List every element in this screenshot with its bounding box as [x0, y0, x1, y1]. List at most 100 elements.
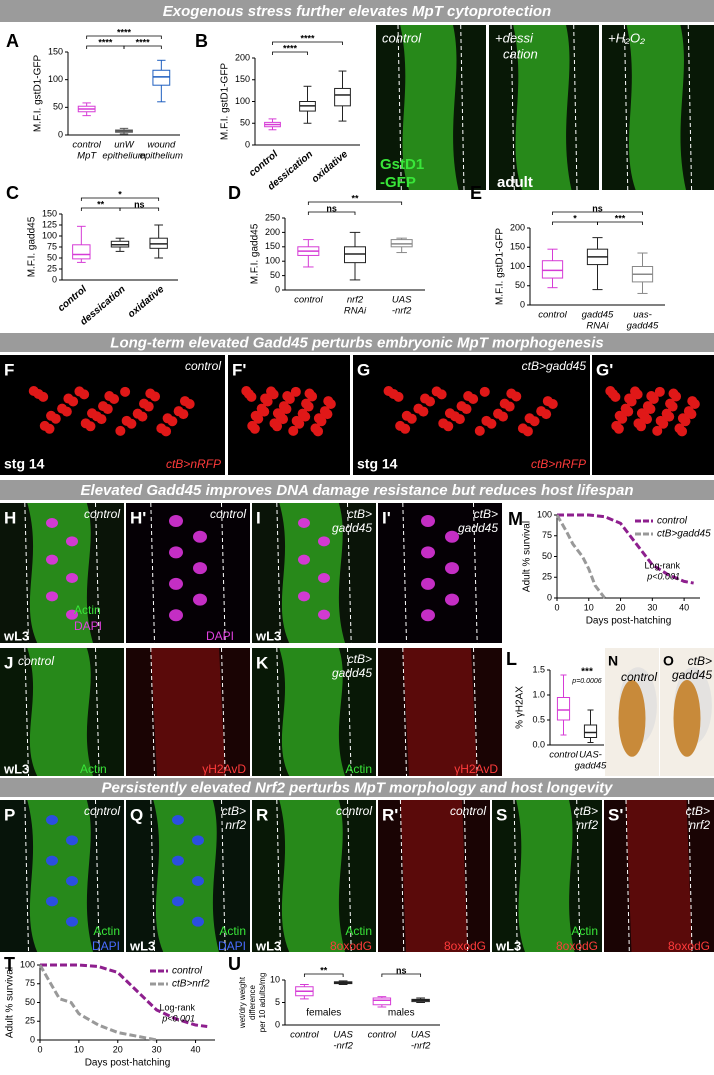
x-tick-label: 30 — [152, 1044, 162, 1054]
image-label: -GFP — [380, 174, 416, 191]
image-label: nrf2 — [577, 818, 598, 832]
nucleus — [421, 515, 435, 527]
nucleus — [626, 396, 637, 407]
image-label: control — [621, 670, 657, 684]
panel-letter: D — [228, 183, 241, 203]
x-tick-label: control — [247, 149, 280, 179]
outline — [513, 799, 581, 953]
significance-label: **** — [136, 37, 151, 47]
nucleus — [393, 391, 404, 402]
x-tick-label: control — [56, 284, 89, 314]
box — [72, 244, 91, 260]
panel-letter: C — [6, 183, 19, 203]
nucleus — [642, 414, 653, 425]
chart: U 0 5 10 wet/dry weight difference per 10 adul… — [228, 954, 440, 1052]
significance-label: ** — [351, 193, 359, 203]
x-tick-label: gadd45 — [627, 321, 659, 332]
y-tick-label: 50 — [515, 280, 525, 290]
y-tick-label: 0 — [30, 1034, 35, 1044]
x-tick-label: 0 — [37, 1044, 42, 1054]
image-label: wL3 — [495, 938, 521, 953]
box — [334, 87, 351, 107]
y-tick-label: 200 — [265, 227, 280, 237]
image-label: O — [663, 653, 674, 669]
y-tick-label: 150 — [265, 241, 280, 251]
x-tick-label: 10 — [74, 1044, 84, 1054]
x-axis-label: Days post-hatching — [85, 1058, 171, 1069]
image-label: adult — [497, 174, 533, 191]
x-tick-label: 40 — [679, 602, 689, 612]
box — [372, 997, 392, 1006]
fly-body — [673, 680, 701, 757]
image-label: K — [256, 653, 269, 672]
nucleus — [109, 393, 120, 404]
y-tick-label: 0 — [275, 284, 280, 294]
nucleus — [126, 418, 137, 429]
image-label: control — [185, 359, 221, 373]
nucleus — [445, 530, 459, 543]
panel-letter: T — [4, 954, 15, 974]
nucleus — [654, 386, 665, 397]
nucleus — [66, 609, 78, 620]
y-axis-label: % γH2AX — [515, 686, 526, 729]
tissue — [400, 25, 459, 190]
outline — [150, 502, 226, 644]
y-axis-label: wet/dry weight — [238, 976, 247, 1029]
tissue — [279, 648, 345, 776]
nucleus — [272, 421, 283, 432]
x-tick-label: gadd45 — [582, 310, 614, 321]
significance-label: **** — [98, 37, 113, 47]
survival-curve — [38, 964, 157, 1042]
image-label: +dessi — [495, 30, 534, 45]
nucleus — [677, 426, 688, 437]
image-label: gadd45 — [458, 521, 498, 535]
image-label: ctB> — [222, 804, 246, 818]
tissue — [516, 800, 575, 952]
nucleus — [192, 835, 204, 846]
nucleus — [652, 425, 663, 436]
significance-label: * — [118, 189, 122, 199]
y-tick-label: 25 — [47, 263, 57, 273]
nucleus — [172, 896, 184, 907]
image-label: R — [256, 805, 268, 824]
tissue — [27, 800, 94, 952]
micrograph: +H₂O₂ — [602, 24, 714, 191]
annotation: p=0.0006 — [571, 678, 601, 685]
micrograph: G' — [592, 355, 714, 475]
tissue — [626, 800, 692, 952]
image-label: S — [496, 805, 507, 824]
y-axis-label: M.F.I. gstD1-GFP — [495, 228, 506, 306]
x-tick-label: uas- — [633, 310, 651, 321]
nucleus — [290, 386, 301, 397]
outline — [150, 799, 226, 953]
nucleus — [281, 404, 292, 415]
image-label: wL3 — [3, 761, 29, 776]
banner-title: Exogenous stress further elevates MpT cy… — [163, 3, 551, 20]
x-tick-label: 30 — [647, 602, 657, 612]
nucleus — [632, 389, 643, 400]
nucleus — [421, 609, 435, 622]
nucleus — [318, 573, 330, 583]
nucleus — [172, 855, 184, 866]
nucleus — [284, 393, 295, 404]
image-label: stg 14 — [4, 456, 45, 472]
survival-curve — [555, 514, 606, 599]
x-tick-label: UAS — [392, 295, 412, 306]
y-axis-label: Adult % survival — [5, 967, 16, 1038]
significance-bracket — [597, 221, 643, 225]
image-label: ctB> — [348, 507, 372, 521]
x-tick-label: UAS — [333, 1030, 353, 1041]
micrograph: R' control 8oxodG — [378, 799, 490, 953]
nucleus — [294, 418, 305, 429]
nucleus — [44, 423, 55, 434]
banner-title: Persistently elevated Nrf2 perturbs MpT … — [102, 779, 614, 796]
nucleus — [193, 530, 207, 543]
image-label: gadd45 — [332, 521, 372, 535]
